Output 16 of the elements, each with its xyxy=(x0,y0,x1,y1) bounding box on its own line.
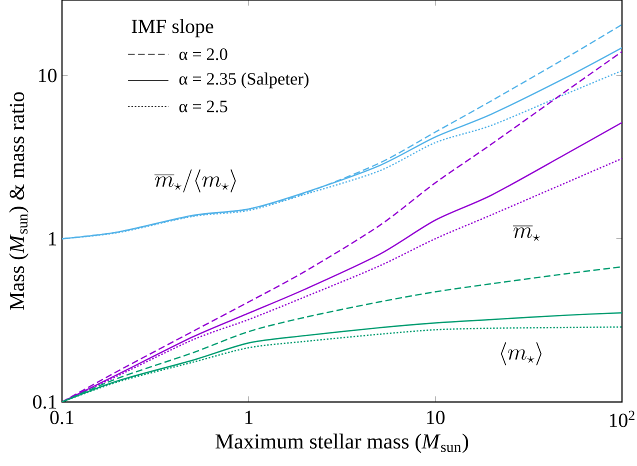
y-tick-label: 1 xyxy=(49,232,56,246)
x-tick-label: 0.1 xyxy=(50,410,74,424)
annotation: α = 2.0 xyxy=(179,48,228,60)
x-tick-label: 1 xyxy=(245,410,252,424)
annotation: α = 2.5 xyxy=(179,100,228,112)
legend-title: IMF slope xyxy=(132,19,214,38)
y-tick-label: 10 xyxy=(39,68,57,82)
annotation: $\overline{m}_\star/\langle m_\star\rangle$ xyxy=(154,169,236,192)
x-axis-title: Maximum stellar mass (M$_{sun}$) xyxy=(216,434,468,453)
annotation: α = 2.35 (Salpeter) xyxy=(179,72,308,88)
x-tick-label: 10$^{2}$ xyxy=(610,410,634,428)
y-tick-label: 0.1 xyxy=(33,395,56,409)
x-tick-label: 10 xyxy=(427,410,445,424)
annotation: $\langle m_\star\rangle$ xyxy=(500,342,542,366)
y-axis-title: Mass (M$_{sun}$) & mass ratio xyxy=(9,92,28,310)
annotation: $\overline{m}_\star$ xyxy=(512,226,540,241)
